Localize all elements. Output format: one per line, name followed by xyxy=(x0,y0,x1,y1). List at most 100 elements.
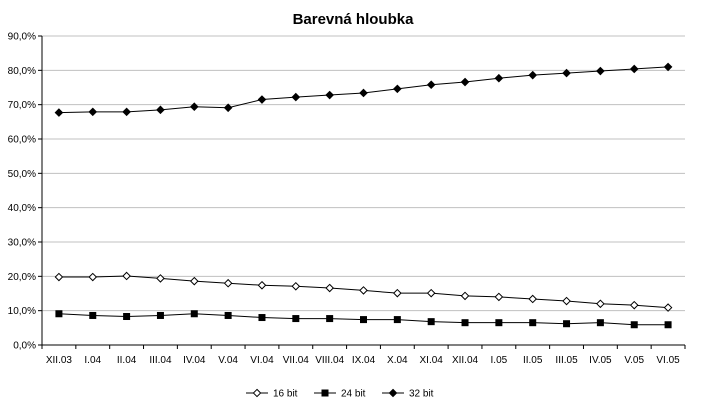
series-16-bit xyxy=(54,271,673,312)
data-point-24-bit xyxy=(123,313,131,321)
data-point-24-bit xyxy=(224,311,232,319)
legend-item-16-bit: 16 bit xyxy=(246,389,298,400)
data-point-32-bit xyxy=(122,107,131,117)
data-point-24-bit xyxy=(190,310,198,318)
series-layer xyxy=(54,62,673,329)
data-point-24-bit xyxy=(427,318,435,326)
data-point-32-bit xyxy=(494,73,504,83)
data-point-16-bit xyxy=(325,283,334,293)
data-point-24-bit xyxy=(664,321,672,329)
legend-label: 24 bit xyxy=(341,389,366,400)
data-point-32-bit xyxy=(460,77,470,87)
legend-label: 32 bit xyxy=(409,389,434,400)
data-point-16-bit xyxy=(189,276,199,286)
x-tick-label: V.05 xyxy=(624,355,644,366)
y-tick-label: 60,0% xyxy=(8,135,36,146)
y-tick-label: 40,0% xyxy=(8,203,36,214)
data-point-16-bit xyxy=(54,272,64,282)
x-tick-label: VI.05 xyxy=(656,355,680,366)
series-24-bit xyxy=(55,310,672,329)
data-point-24-bit xyxy=(563,320,571,328)
data-point-24-bit xyxy=(292,315,300,323)
legend-item-24-bit: 24 bit xyxy=(314,389,366,400)
data-point-16-bit xyxy=(494,292,504,302)
data-point-32-bit xyxy=(54,108,64,117)
data-point-16-bit xyxy=(596,299,605,309)
data-point-32-bit xyxy=(291,92,301,102)
y-tick-label: 80,0% xyxy=(8,66,36,77)
data-point-16-bit xyxy=(223,278,233,288)
data-point-16-bit xyxy=(156,274,165,283)
data-point-24-bit xyxy=(360,316,367,324)
x-tick-label: II.04 xyxy=(117,355,137,366)
data-point-32-bit xyxy=(189,102,199,112)
data-point-16-bit xyxy=(426,288,436,298)
data-point-32-bit xyxy=(325,90,334,100)
x-tick-label: XI.04 xyxy=(420,355,444,366)
data-point-16-bit xyxy=(629,300,639,310)
axes: 0,0% 10,0% 20,0% 30,0% 40,0% 50,0% 60,0% 70,0% 8… xyxy=(8,32,686,366)
x-tick-label: VI.04 xyxy=(250,355,274,366)
x-tick-label: VII.04 xyxy=(283,355,310,366)
data-point-16-bit xyxy=(528,294,538,304)
data-point-32-bit xyxy=(156,105,165,115)
x-tick-label: V.04 xyxy=(218,355,238,366)
x-tick-label: IV.05 xyxy=(589,355,612,366)
legend: 16 bit 24 bit 32 bit xyxy=(246,389,434,400)
data-point-32-bit xyxy=(629,64,639,74)
gridlines xyxy=(42,35,685,312)
y-tick-label: 0,0% xyxy=(13,341,36,352)
data-point-legend-32-bit xyxy=(388,388,398,398)
data-point-24-bit xyxy=(258,314,266,322)
data-point-16-bit xyxy=(359,286,368,295)
y-tick-label: 90,0% xyxy=(8,32,36,43)
data-point-16-bit xyxy=(460,291,470,301)
data-point-16-bit xyxy=(122,271,131,281)
data-point-32-bit xyxy=(562,68,571,78)
x-tick-label: VIII.04 xyxy=(315,355,344,366)
data-point-32-bit xyxy=(393,84,402,94)
data-point-32-bit xyxy=(596,66,605,76)
data-point-16-bit xyxy=(88,272,98,282)
data-point-16-bit xyxy=(291,281,301,291)
legend-item-32-bit: 32 bit xyxy=(382,389,434,400)
legend-label: 16 bit xyxy=(273,389,298,400)
x-tick-label: III.04 xyxy=(149,355,172,366)
x-tick-label: III.05 xyxy=(555,355,578,366)
data-point-32-bit xyxy=(223,103,233,113)
data-point-24-bit xyxy=(630,321,638,329)
data-point-32-bit xyxy=(528,70,538,80)
x-tick-label: II.05 xyxy=(523,355,543,366)
data-point-16-bit xyxy=(393,288,402,298)
data-point-legend-24-bit xyxy=(321,389,329,397)
data-point-24-bit xyxy=(326,315,334,323)
data-point-24-bit xyxy=(529,319,537,327)
y-tick-label: 50,0% xyxy=(8,169,36,180)
data-point-16-bit xyxy=(663,303,673,312)
x-tick-label: X.04 xyxy=(387,355,408,366)
data-point-32-bit xyxy=(663,62,673,72)
chart-title: Barevná hloubka xyxy=(293,11,415,28)
data-point-32-bit xyxy=(359,88,368,98)
y-tick-label: 20,0% xyxy=(8,272,36,283)
x-tick-label: I.05 xyxy=(491,355,508,366)
y-tick-label: 30,0% xyxy=(8,238,36,249)
x-tick-label: XII.04 xyxy=(452,355,479,366)
data-point-24-bit xyxy=(495,319,503,327)
data-point-legend-16-bit xyxy=(252,388,262,398)
data-point-24-bit xyxy=(596,319,604,327)
data-point-24-bit xyxy=(55,310,63,318)
x-tick-label: IX.04 xyxy=(352,355,376,366)
data-point-32-bit xyxy=(426,80,436,90)
data-point-32-bit xyxy=(88,107,98,117)
data-point-24-bit xyxy=(89,311,97,319)
x-tick-label: XII.03 xyxy=(46,355,73,366)
data-point-16-bit xyxy=(257,280,267,290)
data-point-32-bit xyxy=(257,95,267,104)
data-point-24-bit xyxy=(156,311,164,319)
data-point-16-bit xyxy=(562,296,571,306)
y-tick-label: 10,0% xyxy=(8,306,36,317)
data-point-24-bit xyxy=(393,316,401,324)
